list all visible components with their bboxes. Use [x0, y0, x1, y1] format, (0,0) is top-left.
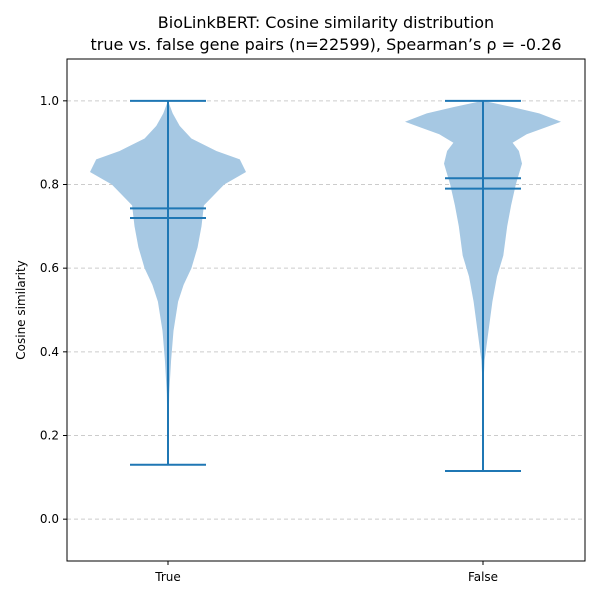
y-tick-label: 0.8 — [40, 178, 59, 192]
y-tick-label: 0.0 — [40, 512, 59, 526]
y-axis-label: Cosine similarity — [14, 260, 28, 359]
x-axis: True False — [154, 561, 498, 584]
y-tick-label: 1.0 — [40, 94, 59, 108]
y-axis: 0.0 0.2 0.4 0.6 0.8 1.0 — [40, 94, 67, 526]
x-tick-label: True — [154, 570, 181, 584]
y-tick-label: 0.6 — [40, 261, 59, 275]
plot-frame — [66, 58, 586, 562]
chart-title-line-1: BioLinkBERT: Cosine similarity distribut… — [158, 13, 494, 32]
x-tick-label: False — [468, 570, 498, 584]
chart-title-line-2: true vs. false gene pairs (n=22599), Spe… — [90, 35, 561, 54]
y-tick-label: 0.4 — [40, 345, 59, 359]
y-tick-label: 0.2 — [40, 429, 59, 443]
violin-layer — [90, 99, 561, 473]
